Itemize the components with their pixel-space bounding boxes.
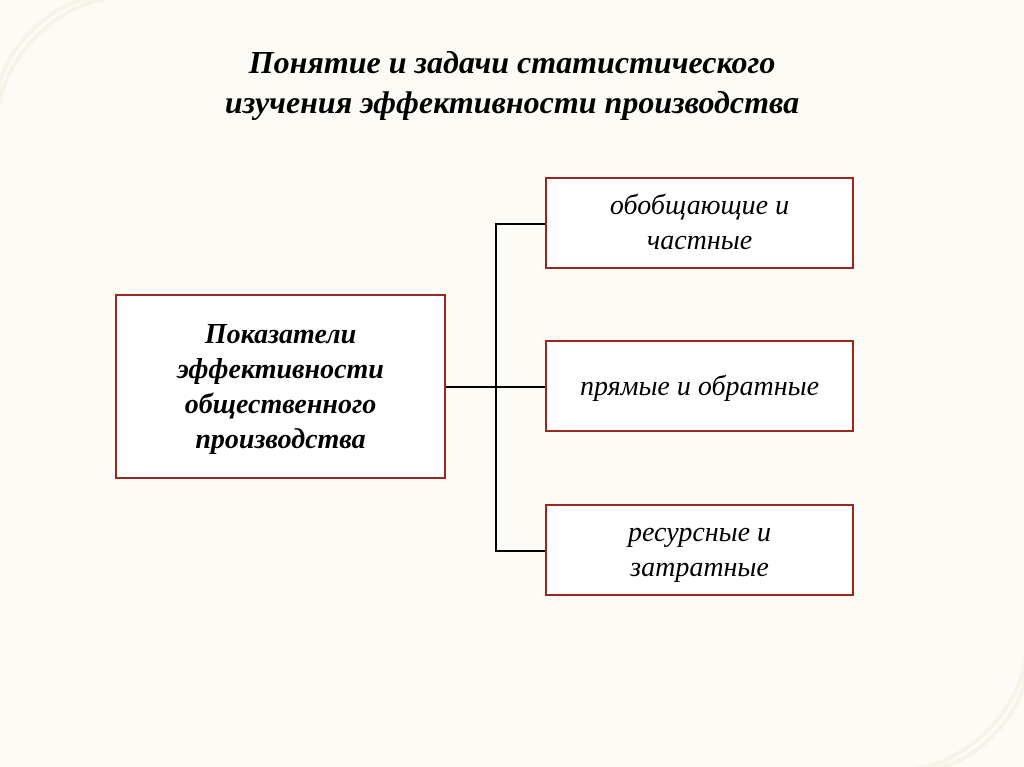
main-node: Показатели эффективности общественного п… (115, 294, 446, 479)
child-node-1: обобщающие и частные (545, 177, 854, 269)
ornament-br (894, 637, 1024, 767)
connector-branch-3 (495, 550, 545, 552)
connector-branch-2 (495, 386, 545, 388)
connector-branch-1 (495, 223, 545, 225)
connector-stub (446, 386, 495, 388)
slide-title: Понятие и задачи статистическогоизучения… (0, 42, 1024, 122)
child-node-3: ресурсные и затратные (545, 504, 854, 596)
child-node-2: прямые и обратные (545, 340, 854, 432)
